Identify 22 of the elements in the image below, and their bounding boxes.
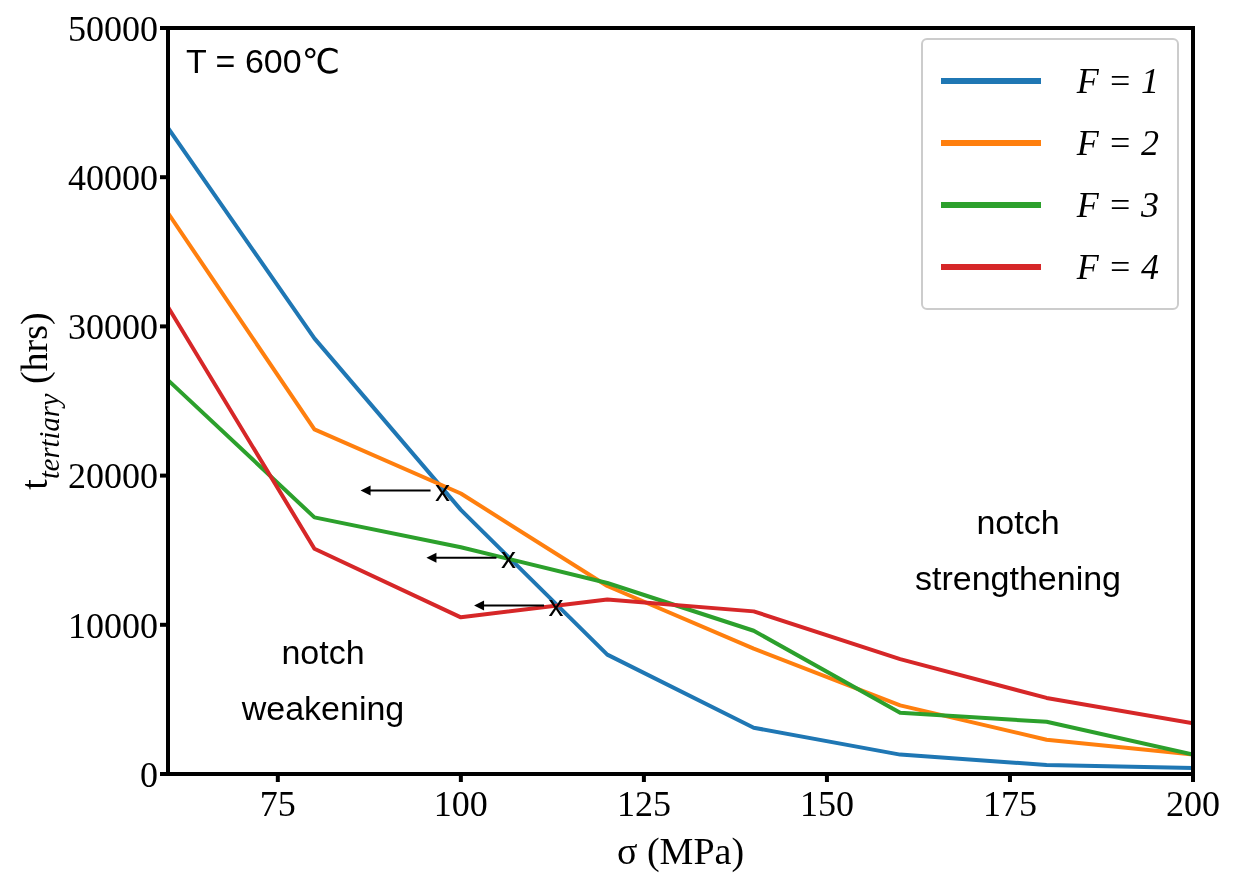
annotation: notch weakening bbox=[240, 633, 405, 727]
x-tick-label: 100 bbox=[433, 783, 488, 824]
y-tick-label: 50000 bbox=[68, 8, 158, 49]
y-tick-label: 40000 bbox=[68, 157, 158, 198]
line-series bbox=[168, 305, 1193, 726]
annotation: notch strengthening bbox=[914, 503, 1122, 597]
x-tick-label: 175 bbox=[982, 783, 1037, 824]
y-tick-label: 30000 bbox=[68, 307, 158, 348]
y-tick-label: 10000 bbox=[68, 605, 158, 646]
y-tick-label: 0 bbox=[140, 754, 158, 795]
legend-label: F = 2 bbox=[1076, 122, 1159, 164]
x-tick-label: 200 bbox=[1166, 783, 1220, 824]
x-tick-label: 150 bbox=[799, 783, 854, 824]
y-tick-label: 20000 bbox=[68, 456, 158, 497]
line-series bbox=[168, 378, 1193, 757]
x-axis-title: σ (MPa) bbox=[616, 830, 745, 873]
x-tick-label: 125 bbox=[616, 783, 671, 824]
x-tick-label: 75 bbox=[259, 783, 296, 824]
annotation: T = 600℃ bbox=[186, 42, 340, 80]
legend-label: F = 1 bbox=[1076, 60, 1159, 102]
legend-label: F = 3 bbox=[1076, 184, 1159, 226]
legend-label: F = 4 bbox=[1076, 246, 1159, 288]
